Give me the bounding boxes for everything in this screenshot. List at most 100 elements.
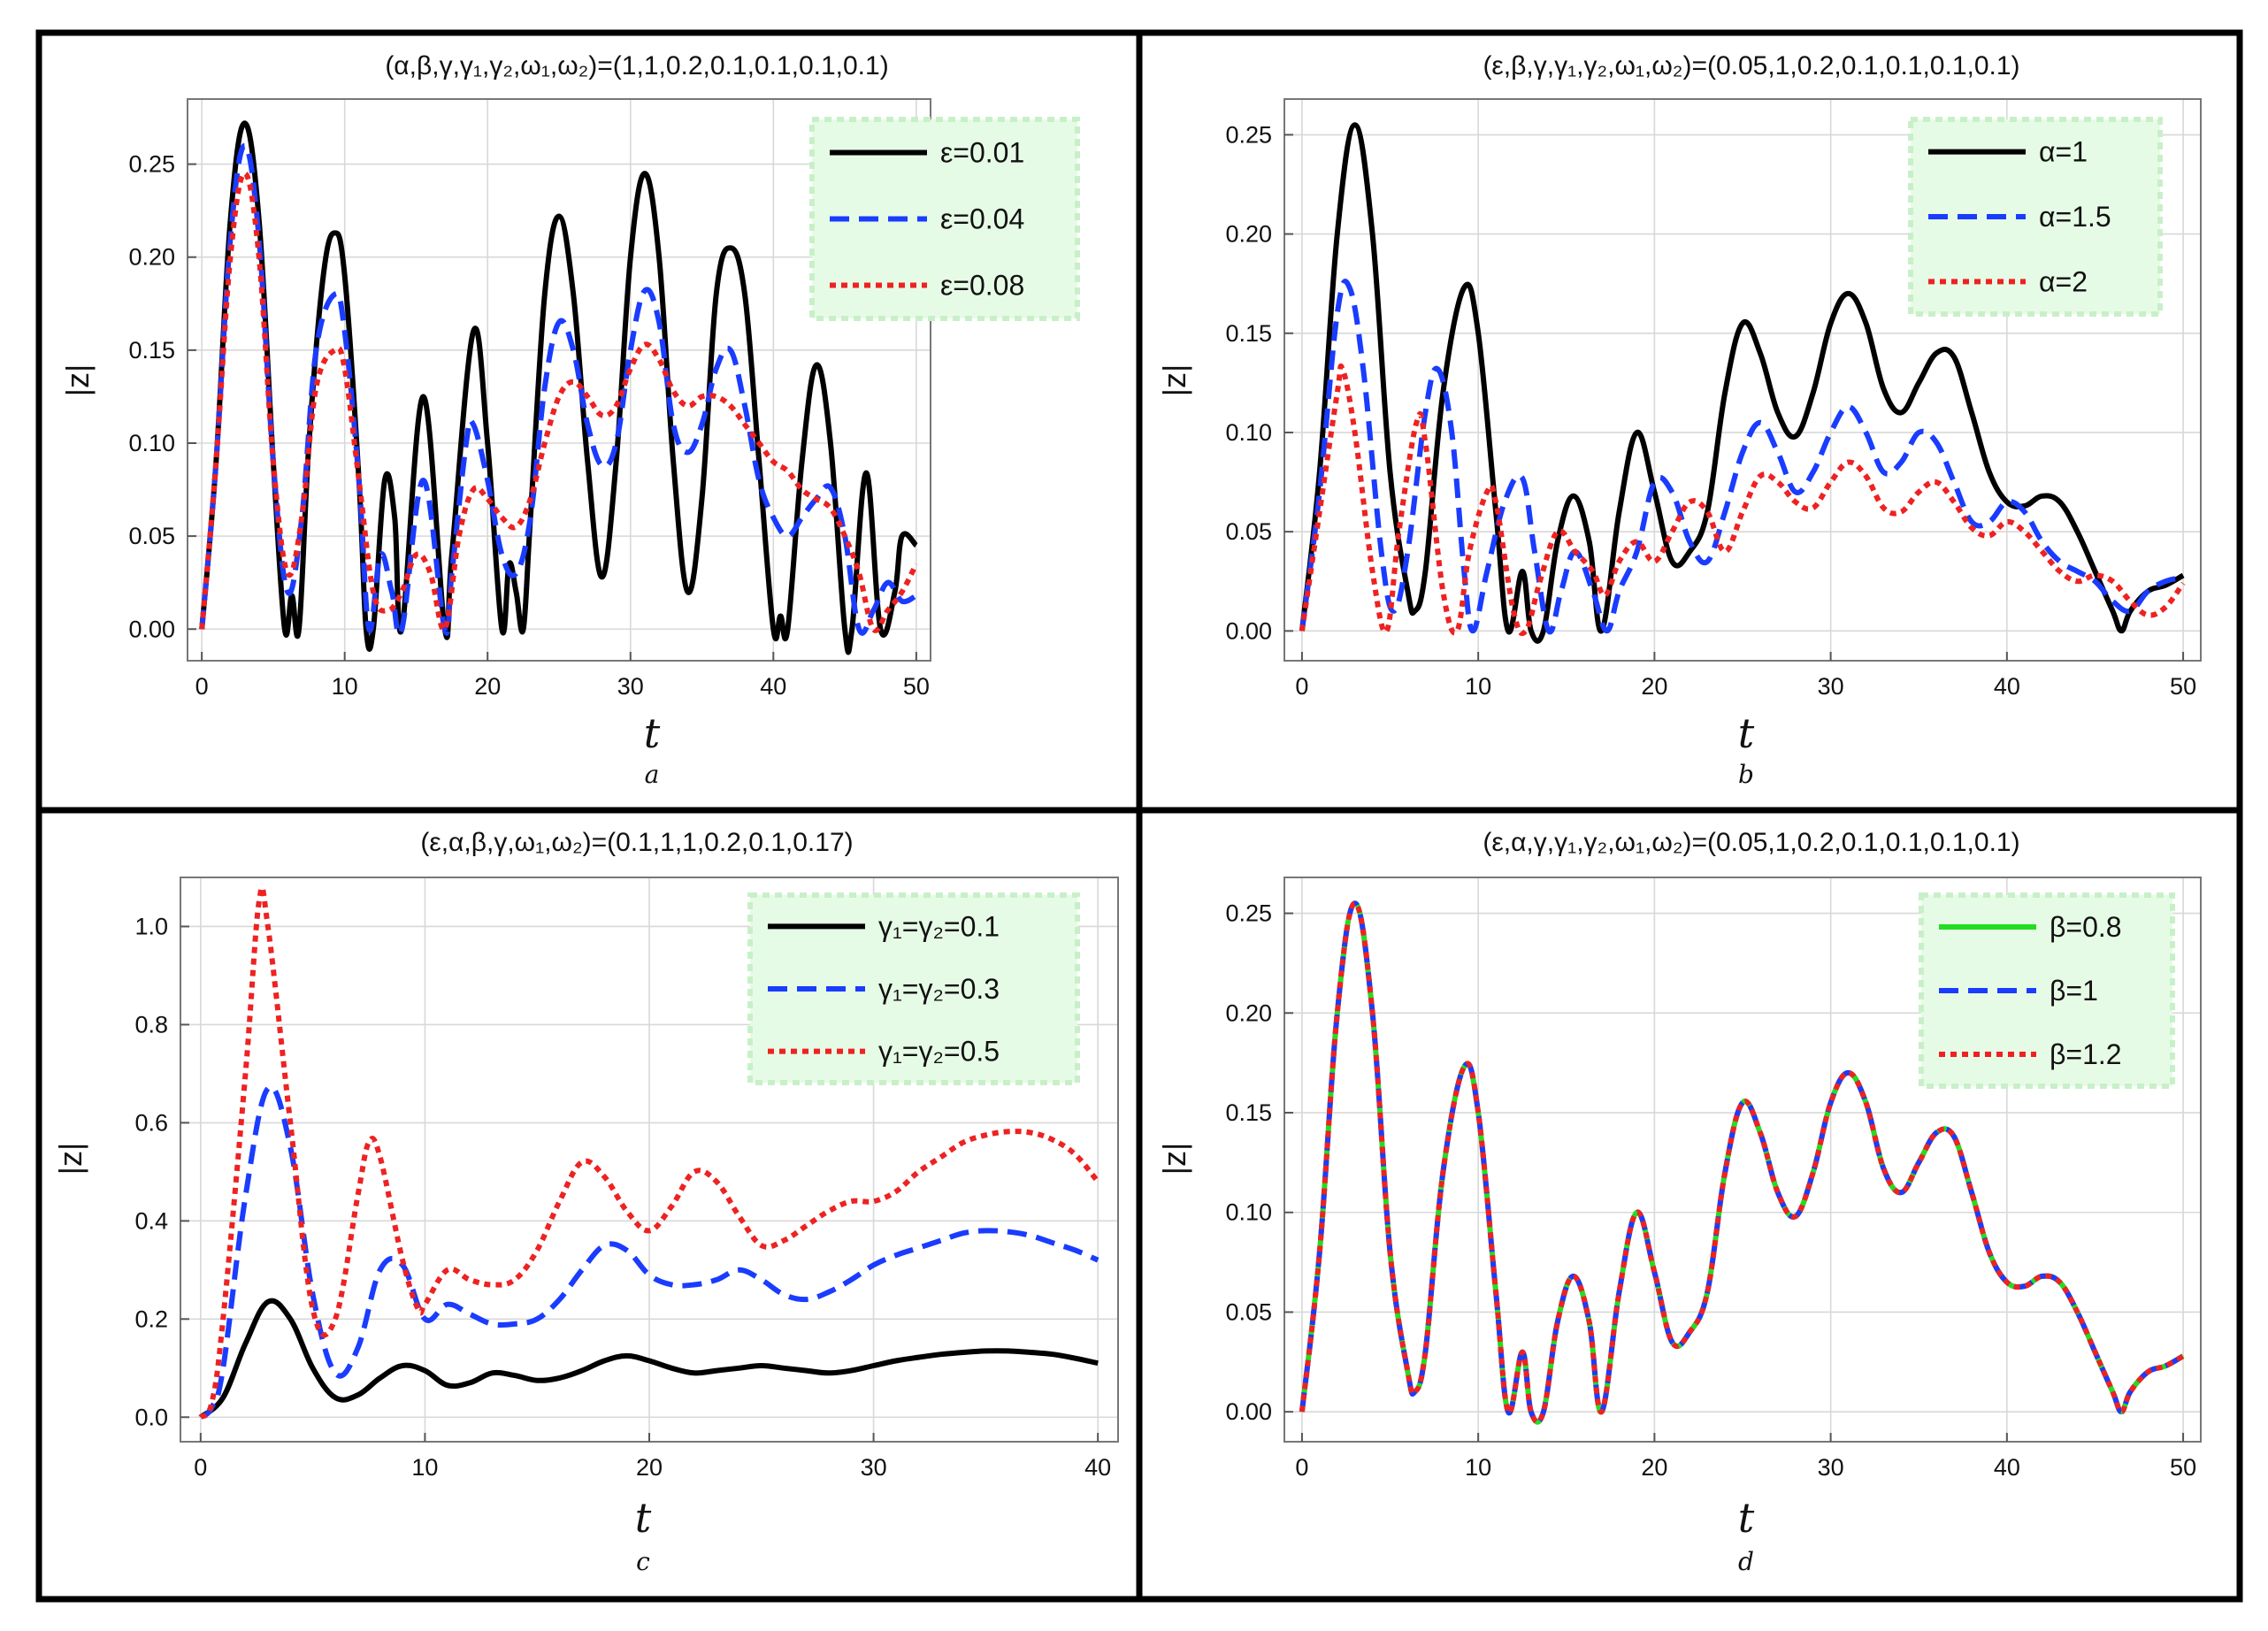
panel-a-x-tick-label: 10 — [332, 673, 358, 700]
panel-a-plot-area — [187, 98, 931, 662]
panel-a-series-line-1 — [199, 120, 918, 655]
panel-d-x-tick-label: 30 — [1818, 1454, 1844, 1481]
panel-a-legend: ε=0.01 ε=0.04 ε=0.08 — [809, 117, 1080, 321]
panel-c-x-tick-label: 10 — [411, 1454, 438, 1481]
panel-d: (ε,α,γ,γ₁,γ₂,ω₁,ω₂)=(0.05,1,0.2,0.1,0.1,… — [1156, 828, 2202, 1576]
panel-b-legend: α=1 α=1.5 α=2 — [1908, 117, 2163, 317]
panel-b-x-tick-label: 0 — [1295, 673, 1308, 700]
panel-b-sub-label: b — [1738, 760, 1754, 789]
panel-c-y-tick-label: 0.6 — [134, 1109, 168, 1136]
panel-d-legend: β=0.8 β=1 β=1.2 — [1919, 892, 2175, 1089]
panel-a-series-line-3 — [199, 171, 919, 633]
panel-c-x-axis-label: t — [635, 1494, 652, 1542]
panel-d-x-tick-label: 10 — [1465, 1454, 1491, 1481]
panel-c-y-tick-label: 1.0 — [134, 913, 168, 939]
panel-d-title: (ε,α,γ,γ₁,γ₂,ω₁,ω₂)=(0.05,1,0.2,0.1,0.1,… — [1483, 828, 2019, 857]
panel-b-x-tick-label: 30 — [1818, 673, 1844, 700]
panel-d-legend-box — [1919, 892, 2175, 1089]
panel-d-plot-area — [1283, 877, 2202, 1443]
panel-d-y-tick-label: 0.10 — [1225, 1199, 1272, 1226]
panel-a-series-group — [199, 120, 919, 655]
panel-b-y-tick-label: 0.15 — [1225, 320, 1272, 347]
panel-b-y-tick-label: 0.20 — [1225, 221, 1272, 248]
panel-d-y-tick-label: 0.00 — [1225, 1398, 1272, 1425]
panel-b-y-axis-label: |z| — [1156, 364, 1192, 397]
panel-a-y-tick-label: 0.20 — [128, 244, 175, 271]
panel-d-legend-label-1: β=0.8 — [2050, 911, 2122, 943]
panel-d-series-group — [1299, 900, 2185, 1425]
panel-c-y-axis-label: |z| — [52, 1143, 88, 1175]
panel-d-x-tick-label: 20 — [1641, 1454, 1667, 1481]
panel-c-series-group — [198, 884, 1100, 1420]
panel-c-legend-label-1: γ₁=γ₂=0.1 — [878, 910, 1000, 942]
panel-b: (ε,β,γ,γ₁,γ₂,ω₁,ω₂)=(0.05,1,0.2,0.1,0.1,… — [1156, 51, 2202, 789]
panel-d-y-tick-label: 0.25 — [1225, 900, 1272, 927]
panel-a-sub-label: a — [645, 760, 660, 789]
panel-b-legend-label-1: α=1 — [2039, 136, 2088, 168]
panel-a-y-tick-label: 0.10 — [128, 430, 175, 456]
panel-a-y-tick-label: 0.25 — [128, 151, 175, 178]
panel-d-x-tick-label: 0 — [1295, 1454, 1308, 1481]
panel-a-y-tick-label: 0.00 — [128, 616, 175, 642]
panel-d-x-tick-label: 40 — [1994, 1454, 2020, 1481]
panel-a-x-tick-label: 40 — [760, 673, 786, 700]
panel-c-series-line-2 — [198, 1084, 1100, 1420]
panel-d-x-tick-label: 50 — [2170, 1454, 2196, 1481]
panel-c-title: (ε,α,β,γ,ω₁,ω₂)=(0.1,1,1,0.2,0.1,0.17) — [420, 828, 853, 857]
panel-d-series-line-3 — [1299, 900, 2185, 1425]
panel-a-y-tick-label: 0.05 — [128, 523, 175, 549]
panel-b-series-line-3 — [1299, 363, 2186, 637]
panel-c-x-tick-label: 30 — [861, 1454, 887, 1481]
panel-d-y-tick-label: 0.15 — [1225, 1099, 1272, 1126]
panel-a-x-tick-label: 50 — [903, 673, 930, 700]
panel-b-x-tick-label: 50 — [2170, 673, 2196, 700]
panel-a-series-line-2 — [199, 142, 918, 638]
panel-b-x-tick-label: 20 — [1641, 673, 1667, 700]
panel-c: (ε,α,β,γ,ω₁,ω₂)=(0.1,1,1,0.2,0.1,0.17) 0… — [52, 828, 1119, 1576]
panel-a-x-tick-label: 20 — [474, 673, 501, 700]
panel-d-y-tick-label: 0.20 — [1225, 999, 1272, 1026]
panel-b-x-axis-label: t — [1738, 709, 1755, 757]
panel-a-y-tick-label: 0.15 — [128, 337, 175, 364]
panel-b-title: (ε,β,γ,γ₁,γ₂,ω₁,ω₂)=(0.05,1,0.2,0.1,0.1,… — [1483, 51, 2019, 80]
panel-c-x-tick-label: 40 — [1084, 1454, 1111, 1481]
panel-b-x-tick-label: 40 — [1994, 673, 2020, 700]
panel-d-legend-label-2: β=1 — [2050, 975, 2098, 1007]
panel-b-series-group — [1299, 122, 2186, 644]
panel-c-x-tick-label: 0 — [194, 1454, 207, 1481]
panel-c-y-tick-label: 0.2 — [134, 1306, 168, 1332]
panel-a: (α,β,γ,γ₁,γ₂,ω₁,ω₂)=(1,1,0.2,0.1,0.1,0.1… — [59, 51, 1080, 789]
panel-d-x-axis-label: t — [1738, 1494, 1755, 1542]
panel-b-legend-box — [1908, 117, 2163, 317]
panel-b-legend-label-2: α=1.5 — [2039, 201, 2111, 233]
panel-b-x-tick-label: 10 — [1465, 673, 1491, 700]
panel-a-x-tick-label: 0 — [195, 673, 209, 700]
panel-c-legend-label-3: γ₁=γ₂=0.5 — [878, 1036, 1000, 1068]
panel-b-plot-area — [1283, 98, 2202, 662]
panel-c-sub-label: c — [636, 1547, 650, 1576]
panel-d-sub-label: d — [1738, 1547, 1754, 1576]
panel-c-y-tick-label: 0.8 — [134, 1011, 168, 1038]
panel-b-legend-label-3: α=2 — [2039, 265, 2088, 297]
panel-a-x-tick-label: 30 — [617, 673, 644, 700]
panel-b-y-tick-label: 0.00 — [1225, 617, 1272, 644]
panel-a-y-axis-label: |z| — [59, 364, 96, 397]
panel-d-y-tick-label: 0.05 — [1225, 1298, 1272, 1325]
panel-a-legend-label-1: ε=0.01 — [940, 137, 1024, 169]
panel-c-legend-label-2: γ₁=γ₂=0.3 — [878, 973, 1000, 1005]
panel-a-x-axis-label: t — [644, 709, 661, 757]
panel-b-y-tick-label: 0.25 — [1225, 121, 1272, 148]
panel-c-y-tick-label: 0.0 — [134, 1404, 168, 1430]
panel-c-series-line-1 — [198, 1298, 1099, 1420]
panel-b-y-tick-label: 0.10 — [1225, 419, 1272, 446]
panel-a-title: (α,β,γ,γ₁,γ₂,ω₁,ω₂)=(1,1,0.2,0.1,0.1,0.1… — [385, 51, 888, 80]
panel-c-y-tick-label: 0.4 — [134, 1207, 168, 1234]
panel-d-y-axis-label: |z| — [1156, 1143, 1192, 1175]
panel-c-series-line-3 — [198, 884, 1100, 1420]
panel-d-legend-label-3: β=1.2 — [2050, 1038, 2122, 1070]
panel-b-y-tick-label: 0.05 — [1225, 518, 1272, 545]
panel-b-series-line-2 — [1299, 279, 2184, 635]
panel-c-legend: γ₁=γ₂=0.1 γ₁=γ₂=0.3 γ₁=γ₂=0.5 — [747, 892, 1080, 1085]
panel-c-x-tick-label: 20 — [636, 1454, 663, 1481]
